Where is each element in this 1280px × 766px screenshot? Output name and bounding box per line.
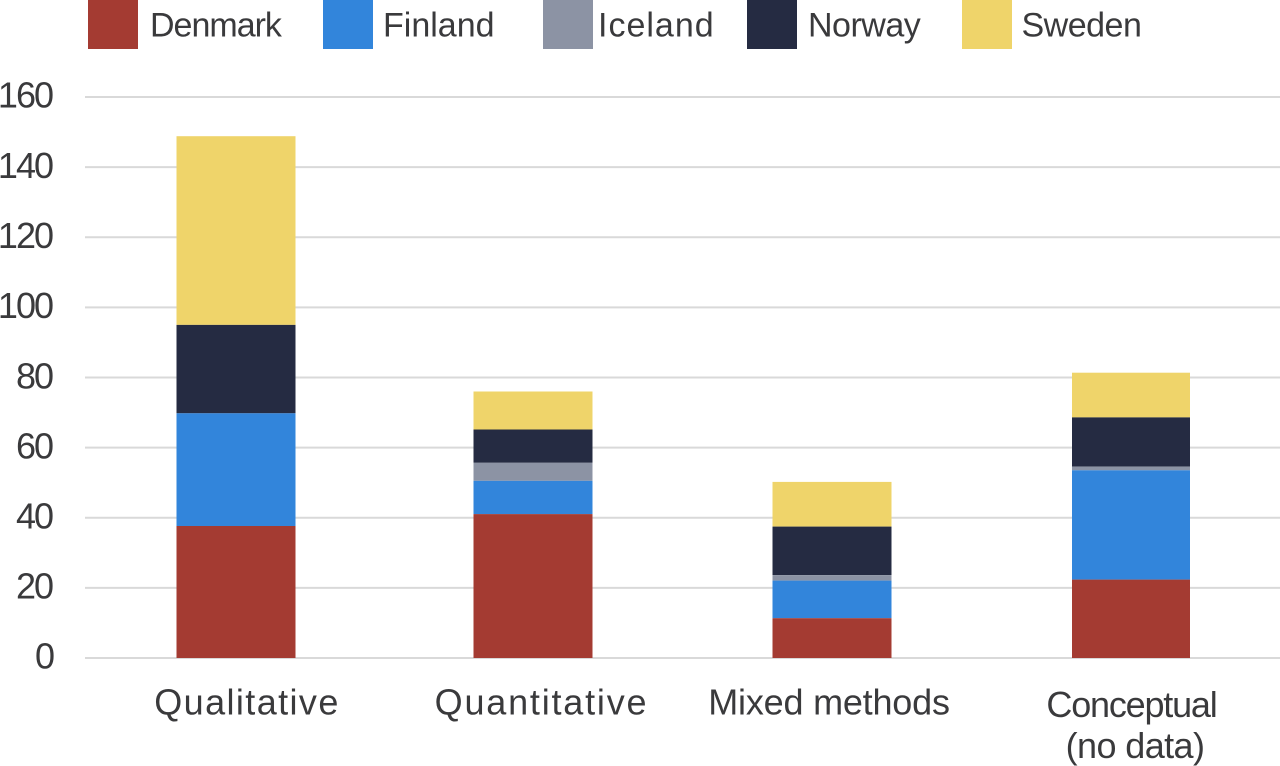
svg-text:60: 60 <box>16 425 53 466</box>
svg-text:Quantitative: Quantitative <box>435 682 649 723</box>
svg-text:(no data): (no data) <box>1066 725 1205 766</box>
svg-text:Finland: Finland <box>383 7 495 45</box>
svg-text:Iceland: Iceland <box>598 7 715 45</box>
svg-text:80: 80 <box>16 355 53 396</box>
svg-text:20: 20 <box>16 566 53 607</box>
svg-text:Conceptual: Conceptual <box>1046 684 1216 725</box>
svg-text:0: 0 <box>35 636 54 677</box>
svg-text:Qualitative: Qualitative <box>154 682 340 723</box>
svg-text:40: 40 <box>16 496 53 537</box>
svg-text:140: 140 <box>0 145 53 186</box>
svg-text:Denmark: Denmark <box>150 7 283 45</box>
svg-text:160: 160 <box>0 75 53 116</box>
svg-text:120: 120 <box>0 215 53 256</box>
svg-text:Sweden: Sweden <box>1022 7 1142 45</box>
svg-text:Mixed methods: Mixed methods <box>708 682 950 723</box>
svg-text:100: 100 <box>0 285 53 326</box>
svg-text:Norway: Norway <box>808 7 921 45</box>
